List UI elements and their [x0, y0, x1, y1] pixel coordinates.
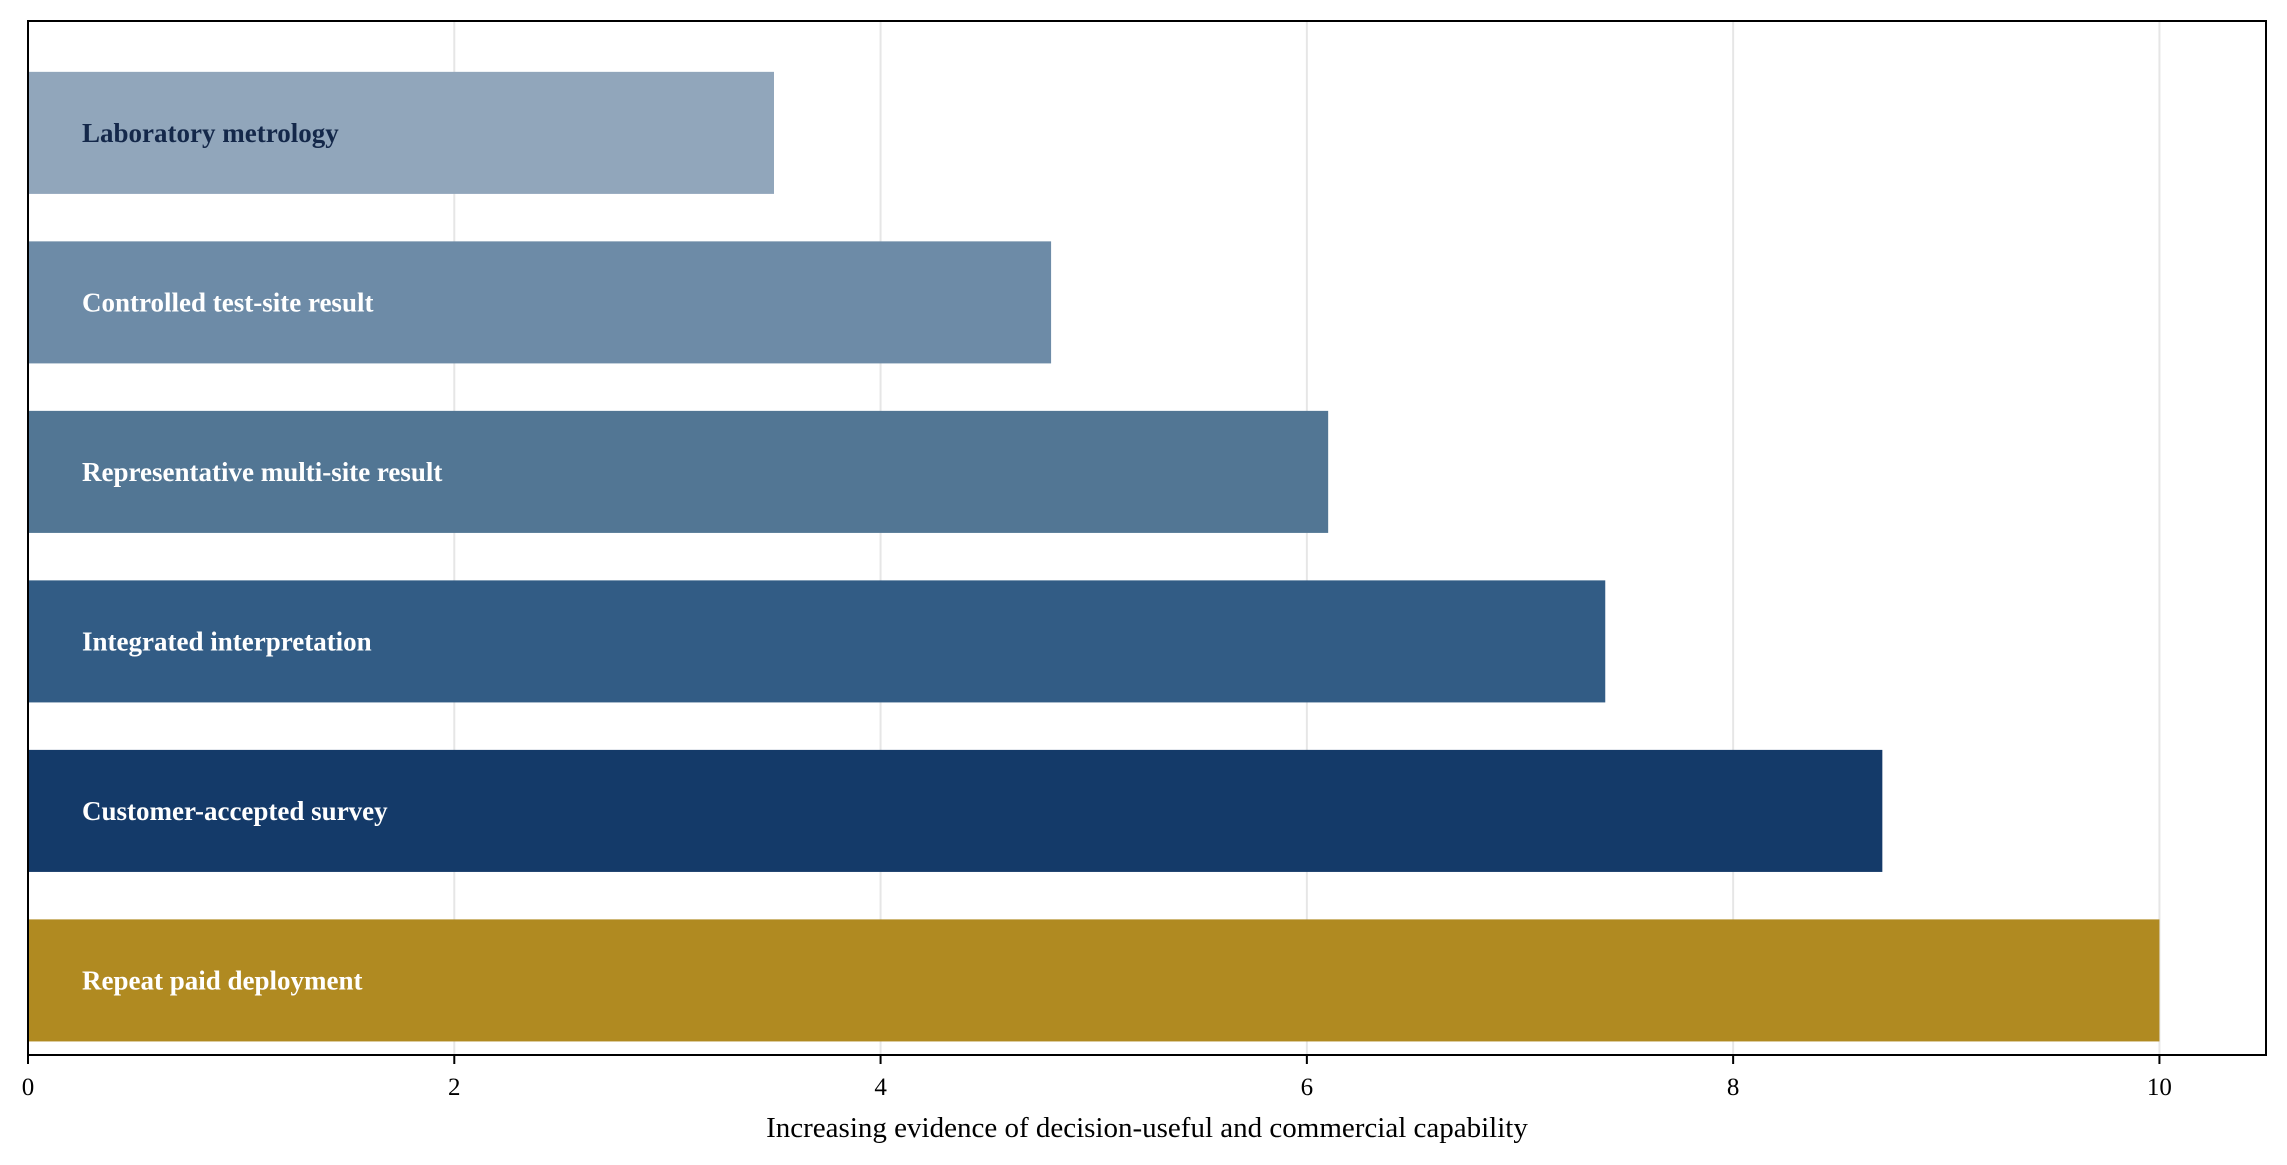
bar-labels: Laboratory metrology Controlled test-site…	[82, 118, 442, 996]
bar-label: Integrated interpretation	[82, 626, 372, 656]
bar-label: Representative multi-site result	[82, 457, 442, 487]
bar	[28, 580, 1606, 703]
x-tick-label: 6	[1301, 1074, 1314, 1101]
x-axis-ticks: 0 2 4 6 8 10	[22, 1055, 2172, 1101]
bar-label: Controlled test-site result	[82, 287, 373, 317]
x-tick-label: 2	[448, 1074, 461, 1101]
bar-label: Laboratory metrology	[82, 118, 339, 148]
x-tick-label: 4	[874, 1074, 887, 1101]
x-tick-label: 0	[22, 1074, 35, 1101]
bar-label: Customer-accepted survey	[82, 796, 388, 826]
plot-frame	[27, 20, 2267, 1056]
bar	[28, 410, 1329, 533]
bar	[28, 241, 1052, 364]
x-axis-title: Increasing evidence of decision-useful a…	[766, 1112, 1528, 1144]
bar-label: Repeat paid deployment	[82, 965, 363, 995]
bars	[28, 71, 2160, 1042]
bar	[28, 919, 2160, 1042]
grid-lines	[453, 21, 2161, 1055]
x-tick-label: 10	[2147, 1074, 2172, 1101]
x-tick-label: 8	[1727, 1074, 1740, 1101]
bar	[28, 749, 1883, 872]
bar	[28, 71, 774, 194]
